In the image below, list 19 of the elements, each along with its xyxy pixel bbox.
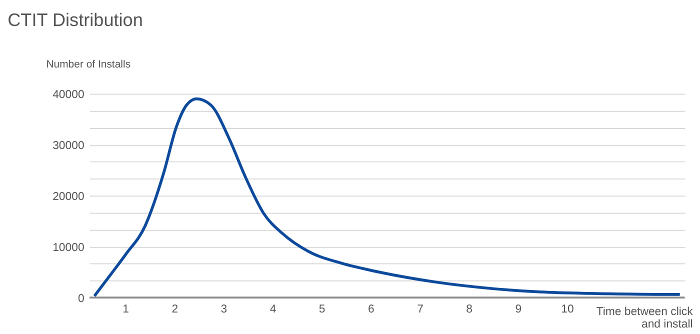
x-tick-label: 1 <box>122 303 129 316</box>
y-tick-label: 10000 <box>52 242 84 254</box>
x-tick-label: 9 <box>515 303 522 316</box>
x-tick-label: 6 <box>368 303 374 316</box>
x-tick-label: 2 <box>172 303 178 316</box>
x-tick-label: 10 <box>561 303 574 316</box>
x-axis-title: Time between click and install <box>596 306 694 331</box>
y-tick-label: 20000 <box>52 190 84 203</box>
x-tick-label: 8 <box>466 303 472 316</box>
y-axis-title: Number of Installs <box>46 60 131 71</box>
x-tick-label: 3 <box>220 303 228 316</box>
y-tick-label: 30000 <box>52 140 84 152</box>
line-series <box>93 97 682 298</box>
y-tick-label: 0 <box>78 292 84 305</box>
chart-title: CTIT Distribution <box>8 10 143 30</box>
x-tick-label: 7 <box>417 303 424 316</box>
x-tick-label: 4 <box>270 303 277 316</box>
y-tick-label: 40000 <box>52 89 84 102</box>
x-tick-label: 5 <box>318 303 326 316</box>
